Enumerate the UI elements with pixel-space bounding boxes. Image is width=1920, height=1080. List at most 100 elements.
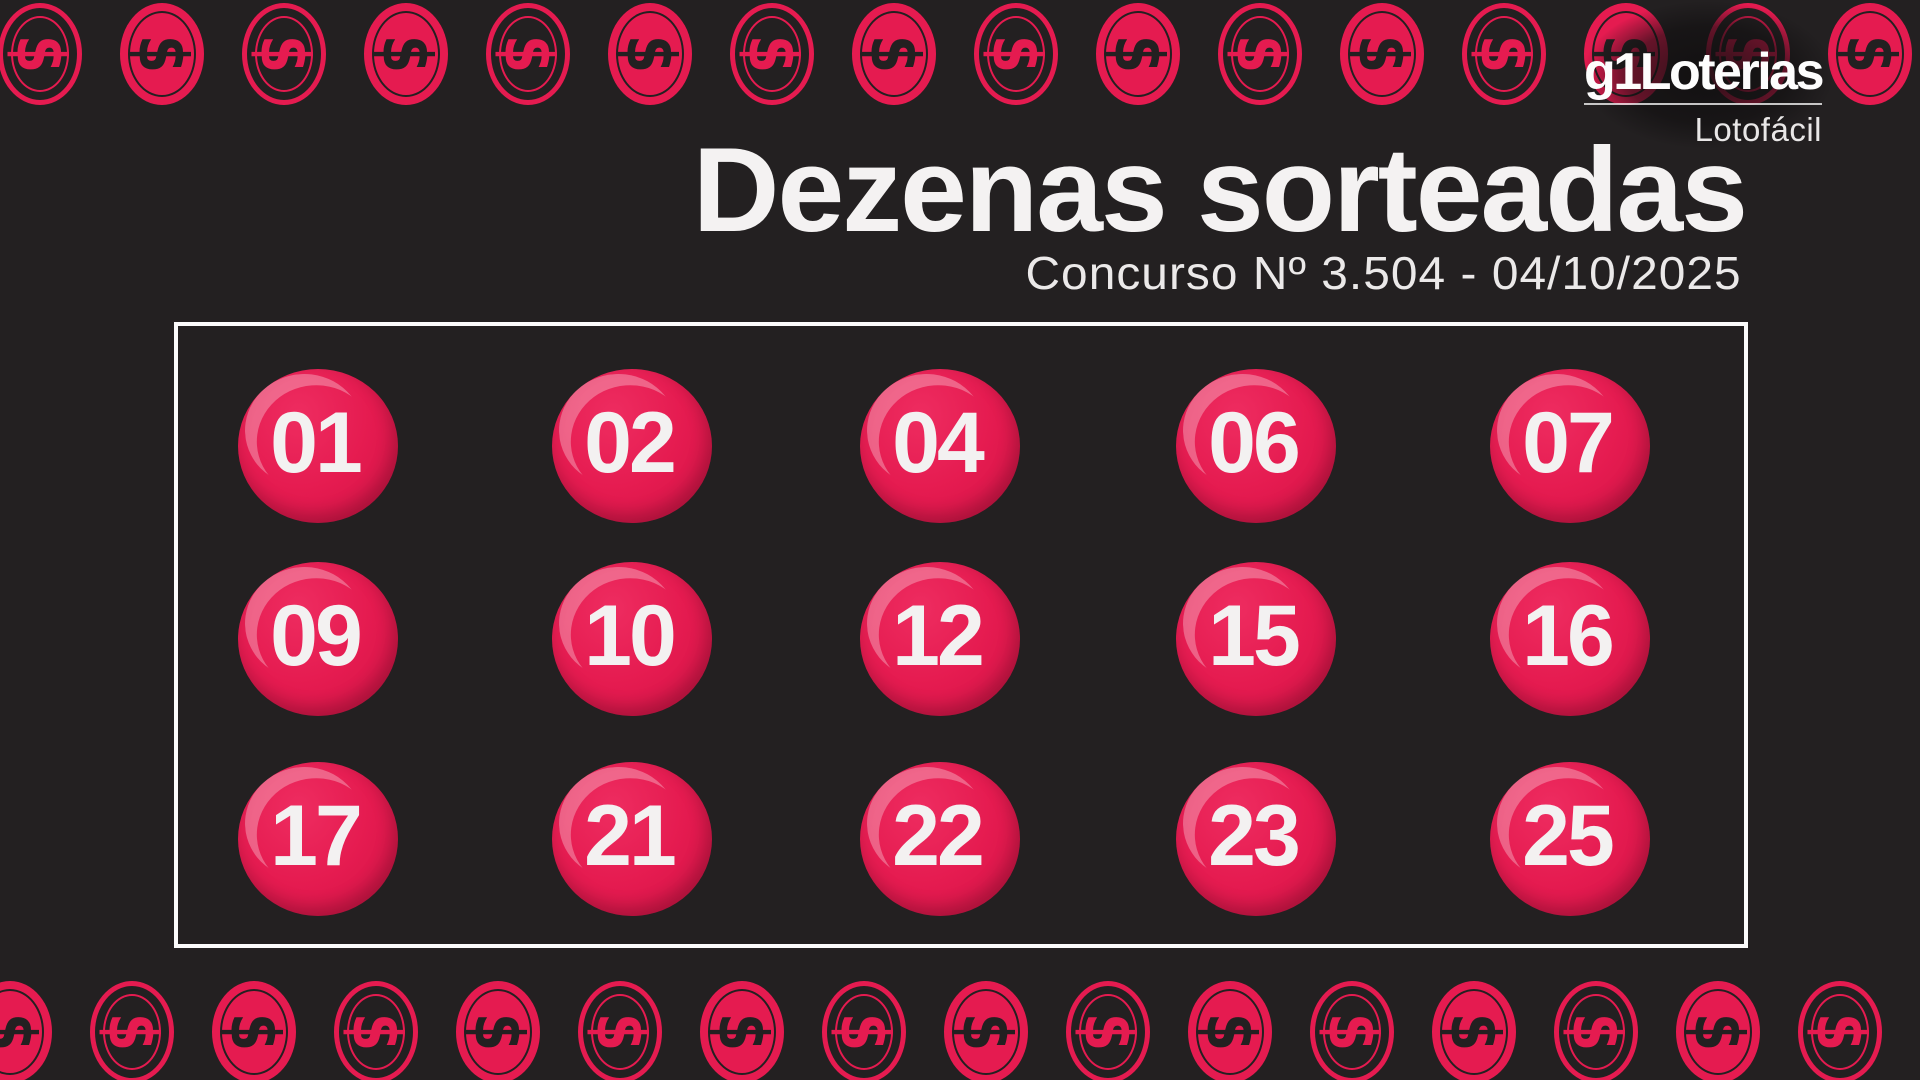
coin-inner-ring bbox=[987, 16, 1045, 92]
lottery-ball: 15 bbox=[1176, 562, 1336, 716]
dollar-sign-icon: $ bbox=[336, 1012, 416, 1052]
dollar-sign-icon: $ bbox=[702, 1012, 782, 1052]
ball-number: 04 bbox=[892, 395, 985, 491]
dollar-sign-icon: $ bbox=[92, 1012, 172, 1052]
money-coin-icon: $ bbox=[456, 981, 540, 1080]
dollar-sign-icon: $ bbox=[244, 34, 324, 74]
coin-inner-ring bbox=[1348, 11, 1416, 97]
results-frame bbox=[174, 322, 1748, 948]
dollar-sign-icon: $ bbox=[1190, 1012, 1270, 1052]
logo-wordmark: g1Loterias bbox=[1584, 43, 1825, 101]
dollar-sign-icon: $ bbox=[1678, 1012, 1758, 1052]
ball-number: 21 bbox=[584, 788, 677, 884]
dollar-sign-icon: $ bbox=[122, 34, 202, 74]
coin-inner-ring bbox=[1323, 994, 1381, 1070]
dollar-sign-icon: $ bbox=[854, 34, 934, 74]
coin-inner-ring bbox=[1440, 989, 1508, 1075]
dollar-sign-icon: $ bbox=[946, 1012, 1026, 1052]
dollar-sign-icon: $ bbox=[976, 34, 1056, 74]
dollar-sign-icon: $ bbox=[1220, 34, 1300, 74]
lottery-ball: 07 bbox=[1490, 369, 1650, 523]
lottery-ball: 09 bbox=[238, 562, 398, 716]
logo-underline bbox=[1584, 103, 1822, 105]
money-coin-icon: $ bbox=[120, 3, 204, 105]
money-coin-icon: $ bbox=[1554, 981, 1638, 1080]
lottery-ball: 17 bbox=[238, 762, 398, 916]
coin-inner-ring bbox=[1567, 994, 1625, 1070]
dollar-sign-icon: $ bbox=[0, 1013, 49, 1051]
contest-subtitle: Concurso Nº 3.504 - 04/10/2025 bbox=[1025, 247, 1742, 299]
money-coin-icon: $ bbox=[0, 3, 82, 105]
coin-inner-ring bbox=[591, 994, 649, 1070]
dollar-sign-icon: $ bbox=[1434, 1012, 1514, 1052]
money-coin-icon: $ bbox=[1096, 3, 1180, 105]
lottery-ball: 21 bbox=[552, 762, 712, 916]
money-coin-icon: $ bbox=[700, 981, 784, 1080]
money-coin-icon: $ bbox=[1188, 981, 1272, 1080]
dollar-sign-icon: $ bbox=[366, 34, 446, 74]
coin-inner-ring bbox=[255, 16, 313, 92]
money-coin-icon: $ bbox=[486, 3, 570, 105]
coin-inner-ring bbox=[372, 11, 440, 97]
dollar-sign-icon: $ bbox=[1830, 34, 1910, 74]
dollar-sign-icon: $ bbox=[488, 34, 568, 74]
dollar-sign-icon: $ bbox=[580, 1012, 660, 1052]
money-coin-icon: $ bbox=[608, 3, 692, 105]
ball-number: 22 bbox=[892, 788, 985, 884]
coin-inner-ring bbox=[1079, 994, 1137, 1070]
ball-number: 16 bbox=[1522, 588, 1615, 684]
ball-number: 12 bbox=[892, 588, 985, 684]
coin-inner-ring bbox=[1231, 16, 1289, 92]
ball-number: 25 bbox=[1522, 788, 1615, 884]
coin-inner-ring bbox=[499, 16, 557, 92]
lottery-ball: 10 bbox=[552, 562, 712, 716]
lottery-ball: 06 bbox=[1176, 369, 1336, 523]
money-coin-icon: $ bbox=[1828, 3, 1912, 105]
lottery-ball: 25 bbox=[1490, 762, 1650, 916]
lottery-ball: 16 bbox=[1490, 562, 1650, 716]
ball-number: 23 bbox=[1208, 788, 1301, 884]
coin-inner-ring bbox=[220, 989, 288, 1075]
ball-number: 01 bbox=[270, 395, 363, 491]
coin-inner-ring bbox=[464, 989, 532, 1075]
money-coin-icon: $ bbox=[242, 3, 326, 105]
dollar-sign-icon: $ bbox=[1464, 34, 1544, 74]
lottery-ball: 04 bbox=[860, 369, 1020, 523]
lottery-ball: 12 bbox=[860, 562, 1020, 716]
dollar-sign-icon: $ bbox=[1098, 34, 1178, 74]
coin-inner-ring bbox=[103, 994, 161, 1070]
dollar-sign-icon: $ bbox=[214, 1012, 294, 1052]
ball-number: 02 bbox=[584, 395, 677, 491]
lottery-ball: 23 bbox=[1176, 762, 1336, 916]
coin-inner-ring bbox=[860, 11, 928, 97]
money-coin-icon: $ bbox=[1218, 3, 1302, 105]
ball-number: 09 bbox=[270, 588, 363, 684]
money-coin-icon: $ bbox=[1066, 981, 1150, 1080]
money-coin-icon: $ bbox=[212, 981, 296, 1080]
ball-number: 06 bbox=[1208, 395, 1301, 491]
ball-number: 15 bbox=[1208, 588, 1301, 684]
money-coin-icon: $ bbox=[974, 3, 1058, 105]
ball-number: 10 bbox=[584, 588, 677, 684]
lottery-ball: 22 bbox=[860, 762, 1020, 916]
coin-inner-ring bbox=[128, 11, 196, 97]
dollar-sign-icon: $ bbox=[824, 1012, 904, 1052]
bottom-coin-border: $ $ $ $ $ $ $ $ $ $ $ $ $ $ $ $ bbox=[0, 981, 1920, 1080]
dollar-sign-icon: $ bbox=[458, 1012, 538, 1052]
loterias-brand-text: Loterias bbox=[1639, 43, 1825, 101]
money-coin-icon: $ bbox=[1432, 981, 1516, 1080]
money-coin-icon: $ bbox=[944, 981, 1028, 1080]
dollar-sign-icon: $ bbox=[1312, 1012, 1392, 1052]
dollar-sign-icon: $ bbox=[732, 34, 812, 74]
g1-brand-text: g1 bbox=[1584, 43, 1642, 101]
coin-inner-ring bbox=[743, 16, 801, 92]
money-coin-icon: $ bbox=[1310, 981, 1394, 1080]
coin-inner-ring bbox=[347, 994, 405, 1070]
money-coin-icon: $ bbox=[364, 3, 448, 105]
dollar-sign-icon: $ bbox=[610, 34, 690, 74]
coin-inner-ring bbox=[952, 989, 1020, 1075]
ball-number: 07 bbox=[1522, 395, 1615, 491]
money-coin-icon: $ bbox=[578, 981, 662, 1080]
dollar-sign-icon: $ bbox=[1068, 1012, 1148, 1052]
